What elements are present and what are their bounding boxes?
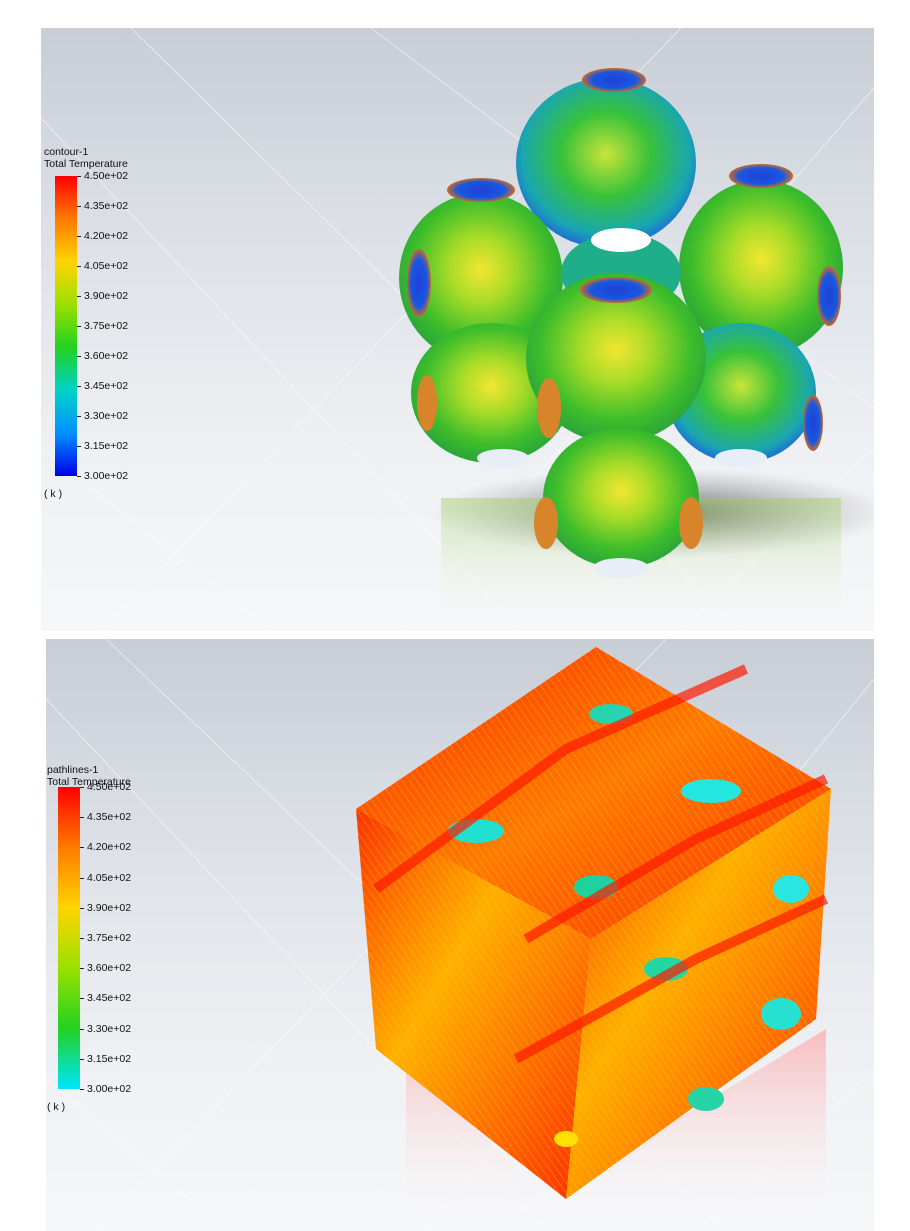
legend-tick-label: 3.30e+02 [84, 410, 129, 422]
legend-tick-label: 4.35e+02 [87, 811, 132, 824]
legend-tick [77, 386, 81, 387]
colorbar [55, 176, 77, 476]
legend-tick [80, 1089, 84, 1090]
contour-legend: contour-1 Total Temperature 4.50e+02 4.35… [44, 146, 128, 500]
pathline-cube [356, 647, 831, 1199]
legend-tick-label: 4.50e+02 [87, 781, 132, 793]
legend-unit: ( k ) [47, 1101, 66, 1113]
legend-tick-label: 4.05e+02 [84, 260, 129, 272]
legend-tick [77, 326, 81, 327]
legend-title: contour-1 [44, 146, 89, 158]
lattice-structure [399, 68, 843, 578]
legend-tick [77, 296, 81, 297]
legend-tick [77, 266, 81, 267]
legend-variable: Total Temperature [47, 776, 131, 788]
legend-tick-label: 4.20e+02 [84, 230, 129, 242]
legend-tick [77, 176, 81, 177]
legend-tick [77, 206, 81, 207]
legend-tick [80, 847, 84, 849]
legend-tick [77, 356, 81, 357]
legend-tick-label: 4.50e+02 [84, 170, 129, 182]
legend-tick-label: 3.30e+02 [87, 1022, 132, 1035]
legend-tick [80, 817, 84, 819]
colorbar [58, 787, 80, 1089]
legend-tick-label: 3.15e+02 [84, 440, 129, 452]
pathlines-viewport[interactable]: pathlines-1 Total Temperature 4.50e+02 4.… [46, 639, 874, 1231]
reflection [406, 1029, 826, 1231]
legend-tick [80, 1028, 84, 1030]
legend-tick [77, 416, 81, 417]
legend-tick-label: 4.05e+02 [87, 871, 132, 884]
legend-tick-label: 3.75e+02 [84, 320, 129, 332]
legend-tick-label: 3.60e+02 [84, 350, 129, 362]
legend-tick-label: 4.35e+02 [84, 200, 129, 212]
legend-tick-label: 3.00e+02 [84, 470, 129, 482]
legend-tick-label: 3.45e+02 [84, 380, 129, 392]
legend-title: pathlines-1 [47, 764, 99, 776]
legend-tick-label: 3.00e+02 [87, 1083, 132, 1095]
legend-tick [80, 1058, 84, 1060]
pathlines-legend: pathlines-1 Total Temperature 4.50e+02 4.… [47, 764, 131, 1113]
pathlines-scene [46, 639, 874, 1231]
contour-viewport[interactable]: contour-1 Total Temperature 4.50e+02 4.35… [41, 28, 874, 631]
legend-tick [77, 476, 81, 477]
legend-tick [80, 877, 84, 879]
legend-tick [77, 446, 81, 447]
legend-tick-label: 3.15e+02 [87, 1052, 132, 1065]
legend-variable: Total Temperature [44, 158, 128, 170]
legend-tick [80, 907, 84, 909]
legend-tick-label: 4.20e+02 [87, 841, 132, 854]
legend-tick-label: 3.45e+02 [87, 992, 132, 1005]
legend-unit: ( k ) [44, 488, 63, 500]
legend-tick-label: 3.75e+02 [87, 932, 132, 944]
legend-tick [80, 968, 84, 970]
legend-tick [80, 998, 84, 1000]
legend-tick [80, 787, 84, 788]
legend-tick-label: 3.90e+02 [87, 901, 132, 914]
legend-tick-label: 3.90e+02 [84, 290, 129, 302]
legend-tick-label: 3.60e+02 [87, 962, 132, 975]
legend-tick [80, 938, 84, 939]
contour-scene [41, 28, 874, 631]
legend-tick [77, 236, 81, 237]
